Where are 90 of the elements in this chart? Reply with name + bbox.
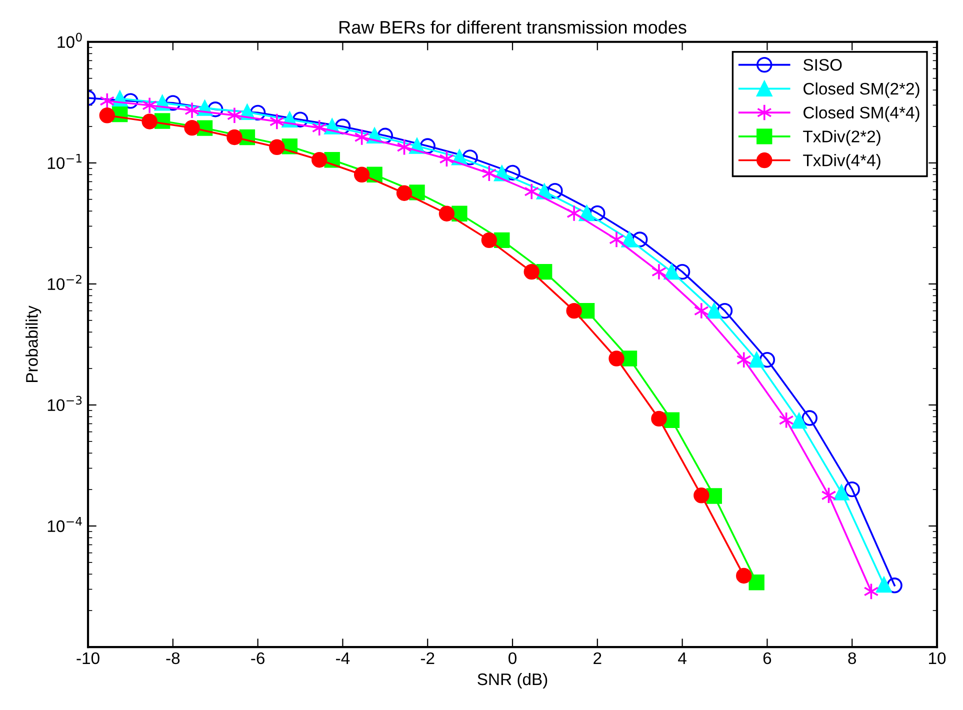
point xyxy=(99,108,115,124)
point xyxy=(420,138,436,154)
point xyxy=(608,350,624,366)
y-tick-label: 10$^{−1}$ xyxy=(48,154,82,170)
point xyxy=(334,118,351,134)
point xyxy=(122,93,138,109)
point xyxy=(694,302,709,320)
point xyxy=(844,481,860,498)
point xyxy=(736,351,752,368)
point xyxy=(482,164,497,182)
point xyxy=(142,114,158,130)
point xyxy=(834,484,850,500)
point xyxy=(791,412,807,429)
point xyxy=(876,576,892,593)
legend-label: Closed SM(2*2) xyxy=(804,82,920,98)
point xyxy=(674,264,690,280)
point xyxy=(377,128,394,144)
x-tick-label: 0 xyxy=(508,652,516,664)
x-axis-title: SNR (dB) xyxy=(478,672,548,689)
point xyxy=(354,128,370,146)
point xyxy=(821,486,836,504)
point xyxy=(864,582,879,600)
point xyxy=(250,104,266,121)
y-tick-label: 10$^{−3}$ xyxy=(48,396,82,412)
point xyxy=(184,120,200,136)
point xyxy=(396,185,412,201)
point xyxy=(590,205,606,222)
point xyxy=(664,412,680,428)
point xyxy=(778,412,794,429)
y-axis-title: Probability xyxy=(26,306,42,382)
point xyxy=(706,302,722,319)
point xyxy=(524,264,540,280)
legend-label: TxDiv(2*2) xyxy=(803,130,880,146)
point xyxy=(312,152,328,168)
legend-label: Closed SM(4*4) xyxy=(804,106,920,122)
point xyxy=(481,232,498,248)
point xyxy=(208,102,224,118)
x-tick-label: 8 xyxy=(848,652,856,664)
point xyxy=(759,352,776,368)
point xyxy=(438,206,455,222)
y-tick-label: 10$^{0}$ xyxy=(58,32,82,48)
point xyxy=(694,488,710,504)
x-tick-label: 10 xyxy=(929,652,946,664)
point xyxy=(566,302,582,319)
point xyxy=(748,352,764,368)
point xyxy=(716,302,733,319)
point xyxy=(184,102,200,119)
point xyxy=(547,182,563,199)
point xyxy=(396,138,412,156)
point xyxy=(664,264,680,280)
point xyxy=(524,183,540,200)
x-tick-label: -4 xyxy=(336,652,350,664)
point xyxy=(226,106,242,124)
point xyxy=(142,96,158,114)
x-tick-label: -6 xyxy=(251,652,264,664)
y-tick-label: 10$^{−4}$ xyxy=(48,517,82,532)
point xyxy=(651,410,667,427)
x-tick-label: -8 xyxy=(166,652,180,664)
x-tick-label: 4 xyxy=(678,652,686,664)
point xyxy=(802,410,818,426)
point xyxy=(504,164,520,181)
point xyxy=(165,95,181,111)
x-tick-label: 6 xyxy=(763,652,772,664)
point xyxy=(100,92,115,110)
point xyxy=(269,112,284,130)
point xyxy=(292,112,308,128)
point xyxy=(462,150,478,166)
point xyxy=(886,578,902,594)
x-tick-label: -10 xyxy=(76,652,100,664)
point xyxy=(748,574,764,590)
chart-title: Raw BERs for different transmission modes xyxy=(340,20,686,34)
x-tick-label: 2 xyxy=(594,652,602,664)
point xyxy=(621,232,638,248)
y-tick-label: 10$^{−2}$ xyxy=(48,274,82,290)
point xyxy=(312,119,327,136)
point xyxy=(269,139,285,155)
point xyxy=(621,350,638,366)
point xyxy=(566,204,582,222)
point xyxy=(651,263,666,280)
point xyxy=(608,230,624,248)
point xyxy=(706,488,722,504)
point xyxy=(632,232,648,248)
point xyxy=(439,150,454,168)
point xyxy=(736,568,752,584)
x-tick-label: -2 xyxy=(420,652,434,664)
point xyxy=(226,129,242,146)
legend-label: SISO xyxy=(803,58,842,71)
point xyxy=(354,166,370,182)
point xyxy=(578,205,595,222)
legend-label: TxDiv(4*4) xyxy=(803,154,880,170)
